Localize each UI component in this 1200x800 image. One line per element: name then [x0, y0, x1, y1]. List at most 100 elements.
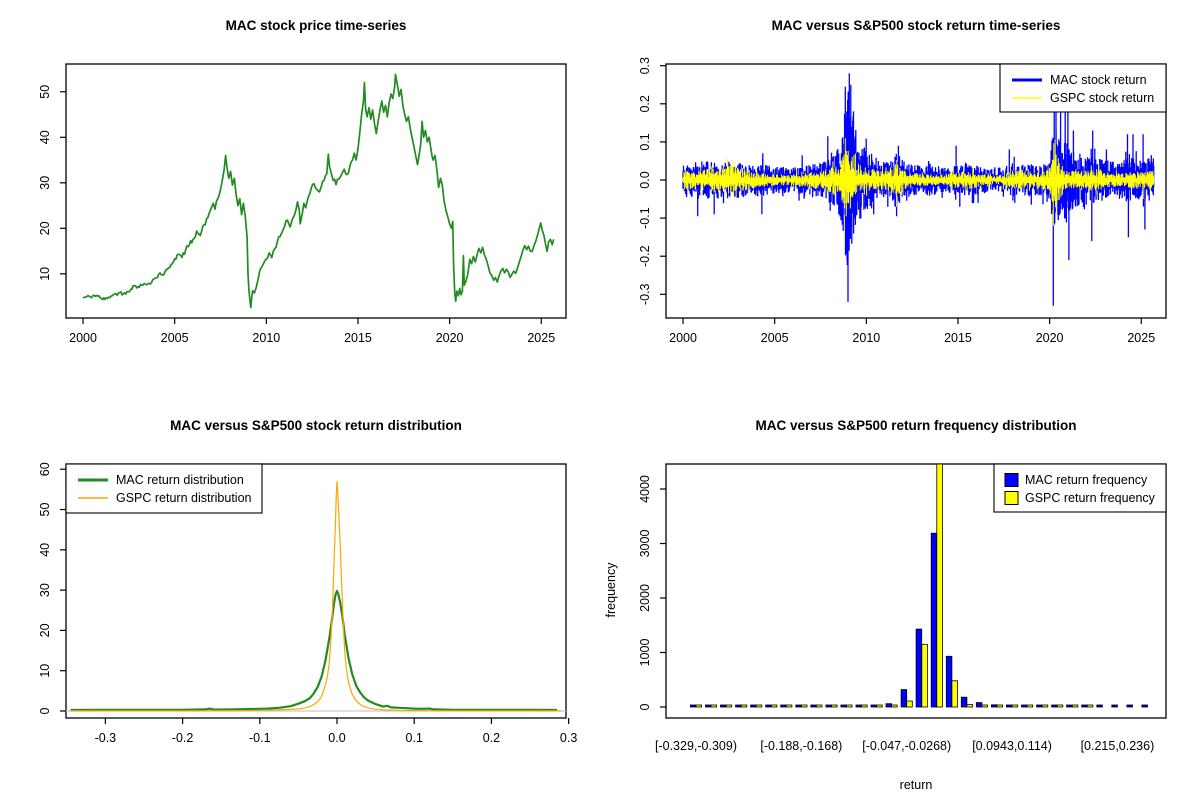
x-tick-label: 2015 [344, 331, 372, 345]
y-tick-label: 20 [38, 623, 52, 637]
histogram-bar [966, 704, 973, 708]
price-chart-canvas: 2000 2005 2010 2015 2020 2025 10 20 30 40 50 [38, 63, 567, 345]
histogram-bar [785, 704, 793, 708]
bin-label: [-0.047,-0.0268) [862, 739, 951, 753]
histogram-bar [735, 704, 742, 708]
y-tick-label: 4000 [638, 475, 652, 503]
y-tick-label: 0.1 [638, 133, 652, 150]
panel-return-distribution: MAC versus S&P500 stock return distribut… [0, 400, 600, 800]
histogram-bar [1111, 704, 1118, 708]
x-tick-label: -0.1 [249, 731, 271, 745]
histogram-bar [800, 704, 808, 708]
frequency-chart-title: MAC versus S&P500 return frequency distr… [755, 418, 1077, 433]
x-tick-label: 2025 [1127, 331, 1155, 345]
histogram-bar [876, 704, 883, 708]
y-tick-label: 1000 [638, 639, 652, 667]
histogram-bar [780, 704, 787, 708]
histogram-bar [1021, 704, 1028, 708]
plot-frame: 0 1000 2000 3000 4000 [638, 463, 1167, 719]
x-tick-label: -0.3 [95, 731, 117, 745]
x-tick-label: 0.0 [328, 731, 345, 745]
legend-label: MAC return frequency [1025, 473, 1148, 487]
x-tick-label: 2020 [436, 331, 464, 345]
histogram-bar [1041, 704, 1049, 708]
histogram-bar [885, 703, 892, 708]
histogram-bar [1141, 704, 1148, 708]
legend: MAC return distribution GSPC return distr… [65, 463, 263, 514]
histogram-bar [710, 704, 717, 708]
plot-box [665, 463, 1167, 719]
histogram-bar [930, 532, 938, 708]
histogram-bar [1056, 704, 1064, 708]
x-tick-label: -0.2 [172, 731, 194, 745]
x-tick-label: 2005 [161, 331, 189, 345]
histogram-bar [750, 704, 757, 708]
x-tick-label: 0.1 [406, 731, 423, 745]
histogram-bar [1086, 704, 1094, 708]
y-tick-label: 50 [38, 503, 52, 517]
histogram-bar [861, 704, 868, 708]
legend-label: GSPC return distribution [116, 491, 252, 505]
y-tick-label: 30 [38, 176, 52, 190]
histogram-bar [725, 704, 733, 708]
panel-frequency-distribution: MAC versus S&P500 return frequency distr… [600, 400, 1200, 800]
histogram-bar [1081, 704, 1088, 708]
frequency-chart-canvas: 0 1000 2000 3000 4000 [-0.329,-0.309) [-0.188,… [638, 463, 1167, 753]
x-tick-label: 2000 [69, 331, 97, 345]
y-tick-label: -0.3 [638, 283, 652, 305]
histogram-bar [810, 704, 817, 708]
histogram-bar [981, 704, 988, 708]
histogram-bar [690, 704, 697, 708]
legend-key-swatch [1004, 473, 1019, 487]
histogram-bar [960, 696, 968, 708]
y-tick-label: 20 [38, 221, 52, 235]
histogram-bar [936, 463, 943, 708]
plot-frame: -0.3 -0.2 -0.1 0.0 0.1 0.2 0.3 0 10 20 30 40 50 60 [38, 462, 577, 745]
legend-box [65, 463, 263, 514]
density-curve [70, 480, 561, 712]
histogram-bar [900, 689, 908, 708]
plot-frame: 2000 2005 2010 2015 2020 2025 0.3 0.2 0.1 0.0 -0.1… [638, 57, 1167, 345]
y-tick-label: 3000 [638, 530, 652, 558]
plot-box [665, 63, 1167, 319]
price-chart-title: MAC stock price time-series [225, 18, 407, 33]
x-tick-label: 2000 [669, 331, 697, 345]
histogram-bar [695, 704, 702, 708]
histogram-bar [1066, 704, 1073, 708]
bin-label: [0.0943,0.114) [972, 739, 1052, 753]
legend-key-swatch [1004, 491, 1019, 505]
histogram-bar [815, 704, 823, 708]
x-tick-label: 2005 [761, 331, 789, 345]
histogram-bar [921, 643, 928, 708]
x-tick-label: 2015 [944, 331, 972, 345]
bin-label: [0.215,0.236) [1081, 739, 1155, 753]
x-tick-label: 2010 [252, 331, 280, 345]
x-tick-label: 2020 [1036, 331, 1064, 345]
histogram-bar [831, 704, 838, 708]
distribution-chart-canvas: -0.3 -0.2 -0.1 0.0 0.1 0.2 0.3 0 10 20 30 40 50 60 MAC… [38, 462, 577, 745]
histogram-bar [1071, 704, 1079, 708]
legend: MAC return frequency GSPC return frequenc… [993, 463, 1167, 513]
legend-box [999, 63, 1167, 113]
y-tick-label: -0.2 [638, 245, 652, 267]
histogram-bar [1005, 704, 1013, 708]
frequency-xaxis-label: return [899, 778, 933, 792]
x-tick-label: 0.2 [483, 731, 500, 745]
histogram-bar [996, 704, 1003, 708]
y-tick-label: 30 [38, 583, 52, 597]
y-tick-label: 10 [38, 664, 52, 678]
histogram-bars [690, 463, 1148, 708]
bin-label: [-0.329,-0.309) [655, 739, 737, 753]
histogram-bar [1026, 704, 1034, 708]
density-curve [70, 589, 558, 712]
legend: MAC stock return GSPC stock return [999, 63, 1167, 113]
histogram-bar [1036, 704, 1043, 708]
histogram-bar [945, 655, 953, 708]
legend-box [993, 463, 1167, 513]
legend-label: GSPC stock return [1050, 91, 1154, 105]
distribution-chart-title: MAC versus S&P500 stock return distribut… [170, 418, 462, 433]
histogram-bar [795, 704, 802, 708]
plot-box [65, 463, 567, 719]
legend-label: MAC return distribution [116, 473, 244, 487]
histogram-bar [705, 704, 712, 708]
